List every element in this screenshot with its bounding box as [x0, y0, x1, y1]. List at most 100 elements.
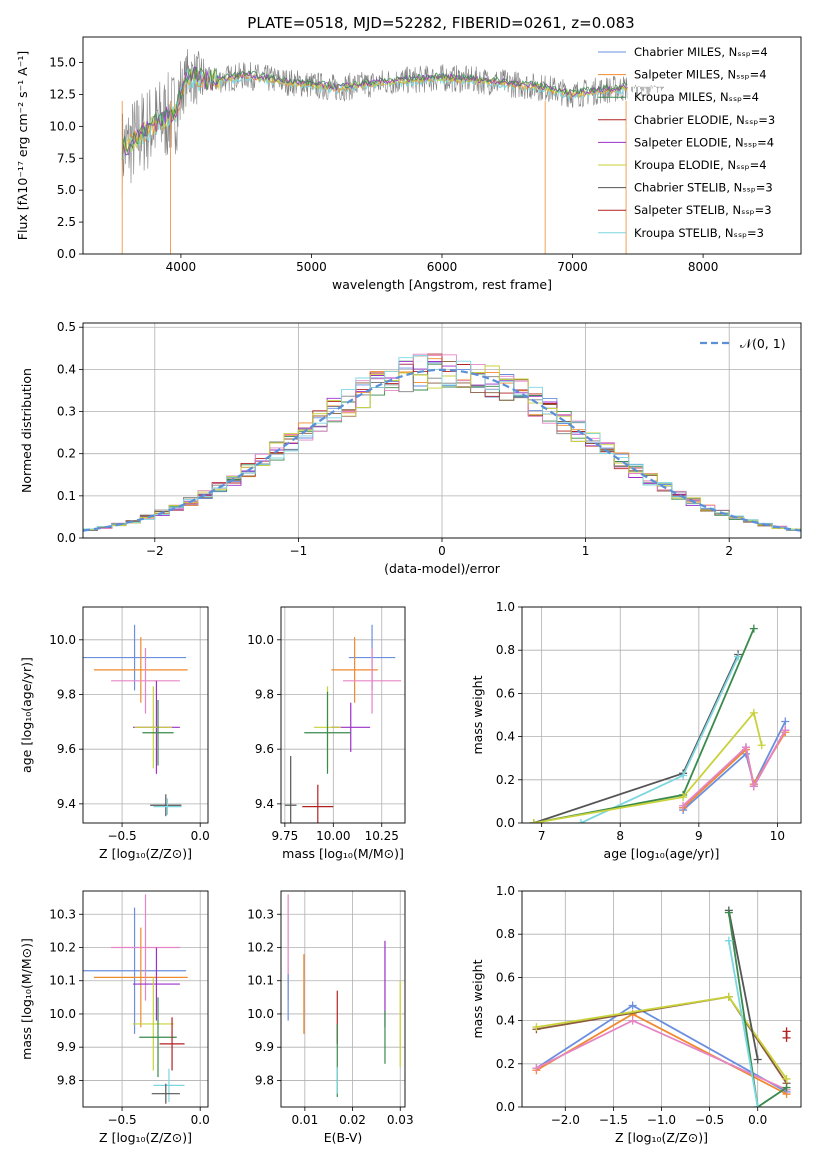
x-tick-label: −0.5 [695, 1113, 724, 1127]
panel-age_vs_Z: −0.5 0.0 9.4 9.6 9.8 10.0 Z [log₁₀(Z/Z⊙)] age [… [19, 606, 210, 861]
panel-spectrum: 4000 5000 6000 7000 8000 0.0 2.5 5.0 7.5 10.0 12.5… [15, 36, 802, 292]
y-tick-label: 5.0 [57, 183, 76, 197]
plot-area [284, 624, 402, 823]
axes-frame [82, 36, 802, 255]
y-axis-label: Flux [fλ10⁻¹⁷ erg cm⁻² s⁻¹ A⁻¹] [15, 51, 30, 240]
y-tick-label: 10.3 [49, 907, 76, 921]
y-tick-label: 9.8 [57, 687, 76, 701]
y-tick-label: 0.0 [57, 247, 76, 261]
plot-area [83, 894, 188, 1104]
mass-weight-line [682, 729, 787, 807]
mass-weight-line [727, 910, 759, 1060]
x-tick-label: −0.5 [107, 829, 136, 843]
x-tick-label: 1 [582, 544, 590, 558]
mass-weight-marker [782, 1074, 791, 1083]
mass-weight-marker [753, 1055, 762, 1064]
plot-area [121, 48, 664, 254]
y-tick-label: 10.1 [49, 974, 76, 988]
y-tick-label: 10.2 [247, 940, 274, 954]
x-tick-label: 0.03 [387, 1113, 414, 1127]
x-tick-label: −2.0 [551, 1113, 580, 1127]
axes-frame [280, 890, 406, 1108]
y-tick-label: 9.4 [255, 797, 274, 811]
mass-weight-marker [781, 726, 790, 735]
x-tick-label: 6000 [427, 260, 458, 274]
x-axis-label: E(B-V) [324, 1130, 363, 1145]
legend-entry: 𝒩(0, 1) [740, 336, 786, 351]
mass-weight-marker [782, 1027, 791, 1036]
y-tick-label: 0.8 [496, 643, 515, 657]
y-tick-label: 0.5 [57, 320, 76, 334]
y-tick-label: 1.0 [496, 600, 515, 614]
plot-area [83, 353, 801, 532]
panel-mass_vs_Z: −0.5 0.0 9.8 9.9 10.0 10.1 10.2 10.3 Z [log₁₀(Z/… [19, 890, 210, 1145]
plot-area [529, 624, 790, 823]
y-tick-label: 0.4 [496, 1014, 515, 1028]
spectrum-model-line [121, 66, 628, 161]
mass-weight-marker [679, 801, 688, 810]
legend-entry: Chabrier ELODIE, Nₛₛₚ=3 [634, 113, 775, 127]
y-tick-label: 9.9 [255, 1040, 274, 1054]
y-tick-label: 10.0 [247, 633, 274, 647]
axes-frame [521, 890, 802, 1108]
legend-entry: Salpeter ELODIE, Nₛₛₚ=4 [634, 135, 774, 149]
spectrum-legend: Chabrier MILES, Nₛₛₚ=4 Salpeter MILES, Nₛ… [598, 45, 775, 240]
y-tick-label: 10.0 [247, 1007, 274, 1021]
mass-weight-marker [724, 908, 733, 917]
y-tick-label: 9.8 [57, 1073, 76, 1087]
x-axis-label: wavelength [Angstrom, rest frame] [332, 277, 552, 292]
x-axis-label: (data-model)/error [384, 561, 501, 576]
plot-area [287, 894, 401, 1098]
x-tick-label: 10 [770, 829, 785, 843]
x-tick-label: −0.5 [107, 1113, 136, 1127]
mass-weight-marker [724, 936, 733, 945]
panel-weight_vs_age: 7 8 9 10 0.0 0.2 0.4 0.6 0.8 1.0 age [log₁₀(age/yr… [470, 600, 802, 861]
x-tick-label: 0.0 [191, 829, 210, 843]
y-tick-label: 10.0 [49, 1007, 76, 1021]
residual-histogram [83, 353, 801, 531]
panel-age_vs_mass: 9.75 10.00 10.25 9.4 9.6 9.8 10.0 mass [log₁₀(M… [247, 606, 406, 861]
mass-weight-marker [628, 1016, 637, 1025]
y-tick-label: 0.8 [496, 927, 515, 941]
y-tick-label: 1.0 [496, 884, 515, 898]
residual-histogram [83, 355, 801, 531]
y-tick-label: 0.1 [57, 489, 76, 503]
x-axis-label: mass [log₁₀(M/M⊙)] [282, 846, 404, 861]
axes-frame [82, 890, 209, 1108]
normal-reference-curve [83, 368, 801, 532]
y-axis-label: mass weight [470, 959, 485, 1038]
x-tick-label: 0.01 [291, 1113, 318, 1127]
x-tick-label: 2 [725, 544, 733, 558]
y-tick-label: 0.0 [57, 531, 76, 545]
y-tick-label: 0.0 [496, 816, 515, 830]
y-tick-label: 9.4 [57, 797, 76, 811]
mass-weight-marker [628, 1001, 637, 1010]
plot-area [532, 906, 791, 1107]
y-tick-label: 10.1 [247, 974, 274, 988]
y-tick-label: 2.5 [57, 215, 76, 229]
legend-entry: Kroupa MILES, Nₛₛₚ=4 [634, 90, 759, 104]
mass-weight-marker [749, 624, 758, 633]
mass-weight-marker [724, 992, 733, 1001]
y-tick-label: 10.0 [49, 633, 76, 647]
y-tick-label: 9.8 [255, 687, 274, 701]
plot-area [83, 624, 188, 817]
y-axis-label: mass weight [470, 675, 485, 754]
mass-weight-line [727, 912, 788, 1107]
y-tick-label: 0.2 [57, 447, 76, 461]
x-axis-label: Z [log₁₀(Z/Z⊙)] [615, 1130, 708, 1145]
mass-weight-marker [757, 741, 766, 750]
x-tick-label: 8 [616, 829, 624, 843]
mass-weight-marker [741, 743, 750, 752]
mass-weight-marker [749, 782, 758, 791]
x-tick-label: −2 [146, 544, 164, 558]
y-tick-label: 15.0 [49, 56, 76, 70]
x-tick-label: −1.5 [599, 1113, 628, 1127]
y-tick-label: 9.8 [255, 1073, 274, 1087]
mass-weight-marker [532, 1064, 541, 1073]
y-tick-label: 12.5 [49, 87, 76, 101]
x-axis-label: age [log₁₀(age/yr)] [604, 846, 720, 861]
y-tick-label: 10.0 [49, 119, 76, 133]
y-tick-label: 0.0 [496, 1100, 515, 1114]
